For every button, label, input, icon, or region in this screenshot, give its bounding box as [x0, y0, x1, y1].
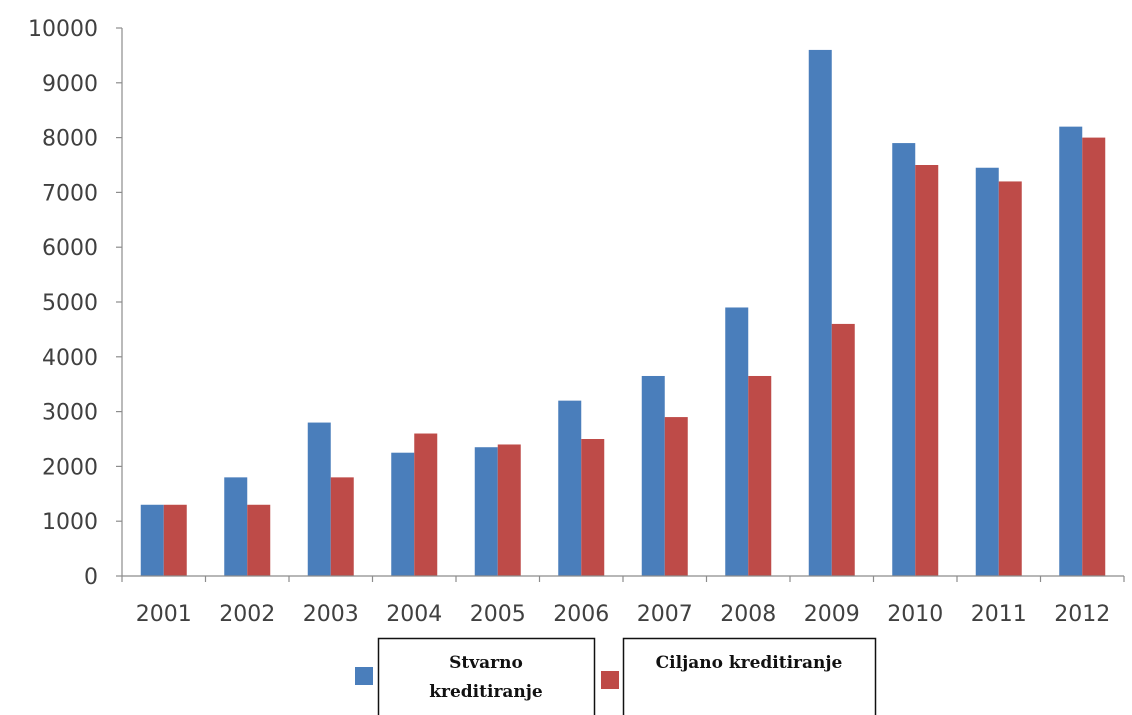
y-tick-label-1000: 1000 — [42, 510, 98, 535]
y-tick-labels: 0 1000 2000 3000 4000 5000 6000 7000 8000 9000 100… — [28, 17, 98, 590]
y-tick-label-2000: 2000 — [42, 455, 98, 480]
bar-stvarno-2001 — [140, 504, 164, 576]
legend-label-ciljano-line-1: Ciljano kreditiranje — [656, 653, 843, 673]
bar-ciljano-2002 — [247, 504, 271, 576]
bar-stvarno-2007 — [641, 375, 665, 576]
x-tick-labels: 2001 2002 2003 2004 2005 2006 2007 2008 2009 2010… — [136, 602, 1111, 627]
x-tick-label-2012: 2012 — [1054, 602, 1110, 627]
bar-ciljano-2008 — [748, 375, 772, 576]
x-tick-label-2005: 2005 — [470, 602, 526, 627]
y-tick-label-0: 0 — [84, 565, 98, 590]
legend: Stvarno kreditiranje Ciljano kreditiranje — [355, 637, 877, 715]
y-tick-label-5000: 5000 — [42, 291, 98, 316]
bar-stvarno-2005 — [474, 447, 498, 576]
legend-item-stvarno: Stvarno kreditiranje — [355, 637, 596, 715]
x-tick-label-2002: 2002 — [219, 602, 275, 627]
bar-ciljano-2012 — [1082, 137, 1106, 576]
bar-stvarno-2008 — [725, 307, 749, 576]
y-tick-label-9000: 9000 — [42, 72, 98, 97]
bar-ciljano-2006 — [581, 439, 605, 576]
legend-box-ciljano — [622, 637, 877, 715]
x-tick-label-2001: 2001 — [136, 602, 192, 627]
y-tick-label-4000: 4000 — [42, 346, 98, 371]
x-tick-label-2007: 2007 — [637, 602, 693, 627]
x-tick-label-2006: 2006 — [553, 602, 609, 627]
bar-ciljano-2011 — [998, 181, 1022, 576]
bar-stvarno-2010 — [892, 143, 916, 576]
bar-ciljano-2004 — [414, 433, 438, 576]
bar-ciljano-2007 — [664, 417, 688, 576]
y-tick-label-10000: 10000 — [28, 17, 98, 42]
bar-stvarno-2004 — [391, 452, 415, 576]
x-tick-label-2009: 2009 — [804, 602, 860, 627]
legend-swatch-stvarno — [355, 667, 373, 685]
legend-swatch-ciljano — [601, 671, 619, 689]
bars-layer — [140, 49, 1106, 577]
bar-ciljano-2001 — [163, 504, 187, 576]
y-tick-label-7000: 7000 — [42, 181, 98, 206]
bar-stvarno-2006 — [558, 400, 582, 576]
bar-ciljano-2005 — [497, 444, 521, 576]
legend-item-ciljano: Ciljano kreditiranje — [601, 637, 877, 715]
bar-stvarno-2011 — [975, 167, 999, 577]
y-tick-label-8000: 8000 — [42, 127, 98, 152]
y-tick-label-6000: 6000 — [42, 236, 98, 261]
legend-label-stvarno-line-2: kreditiranje — [429, 682, 543, 702]
y-tick-label-3000: 3000 — [42, 401, 98, 426]
x-tick-label-2010: 2010 — [887, 602, 943, 627]
legend-label-stvarno-line-1: Stvarno — [449, 653, 523, 673]
bar-stvarno-2012 — [1059, 126, 1083, 576]
bar-stvarno-2002 — [224, 477, 248, 576]
bar-ciljano-2010 — [915, 165, 939, 576]
legend-box-stvarno — [377, 637, 596, 715]
bar-stvarno-2003 — [307, 422, 331, 576]
x-tick-label-2004: 2004 — [386, 602, 442, 627]
bar-stvarno-2009 — [808, 49, 832, 577]
x-tick-label-2003: 2003 — [303, 602, 359, 627]
x-tick-label-2011: 2011 — [971, 602, 1027, 627]
x-tick-label-2008: 2008 — [720, 602, 776, 627]
bar-ciljano-2003 — [330, 477, 354, 576]
bar-ciljano-2009 — [831, 323, 855, 576]
axes-layer — [116, 27, 1125, 582]
